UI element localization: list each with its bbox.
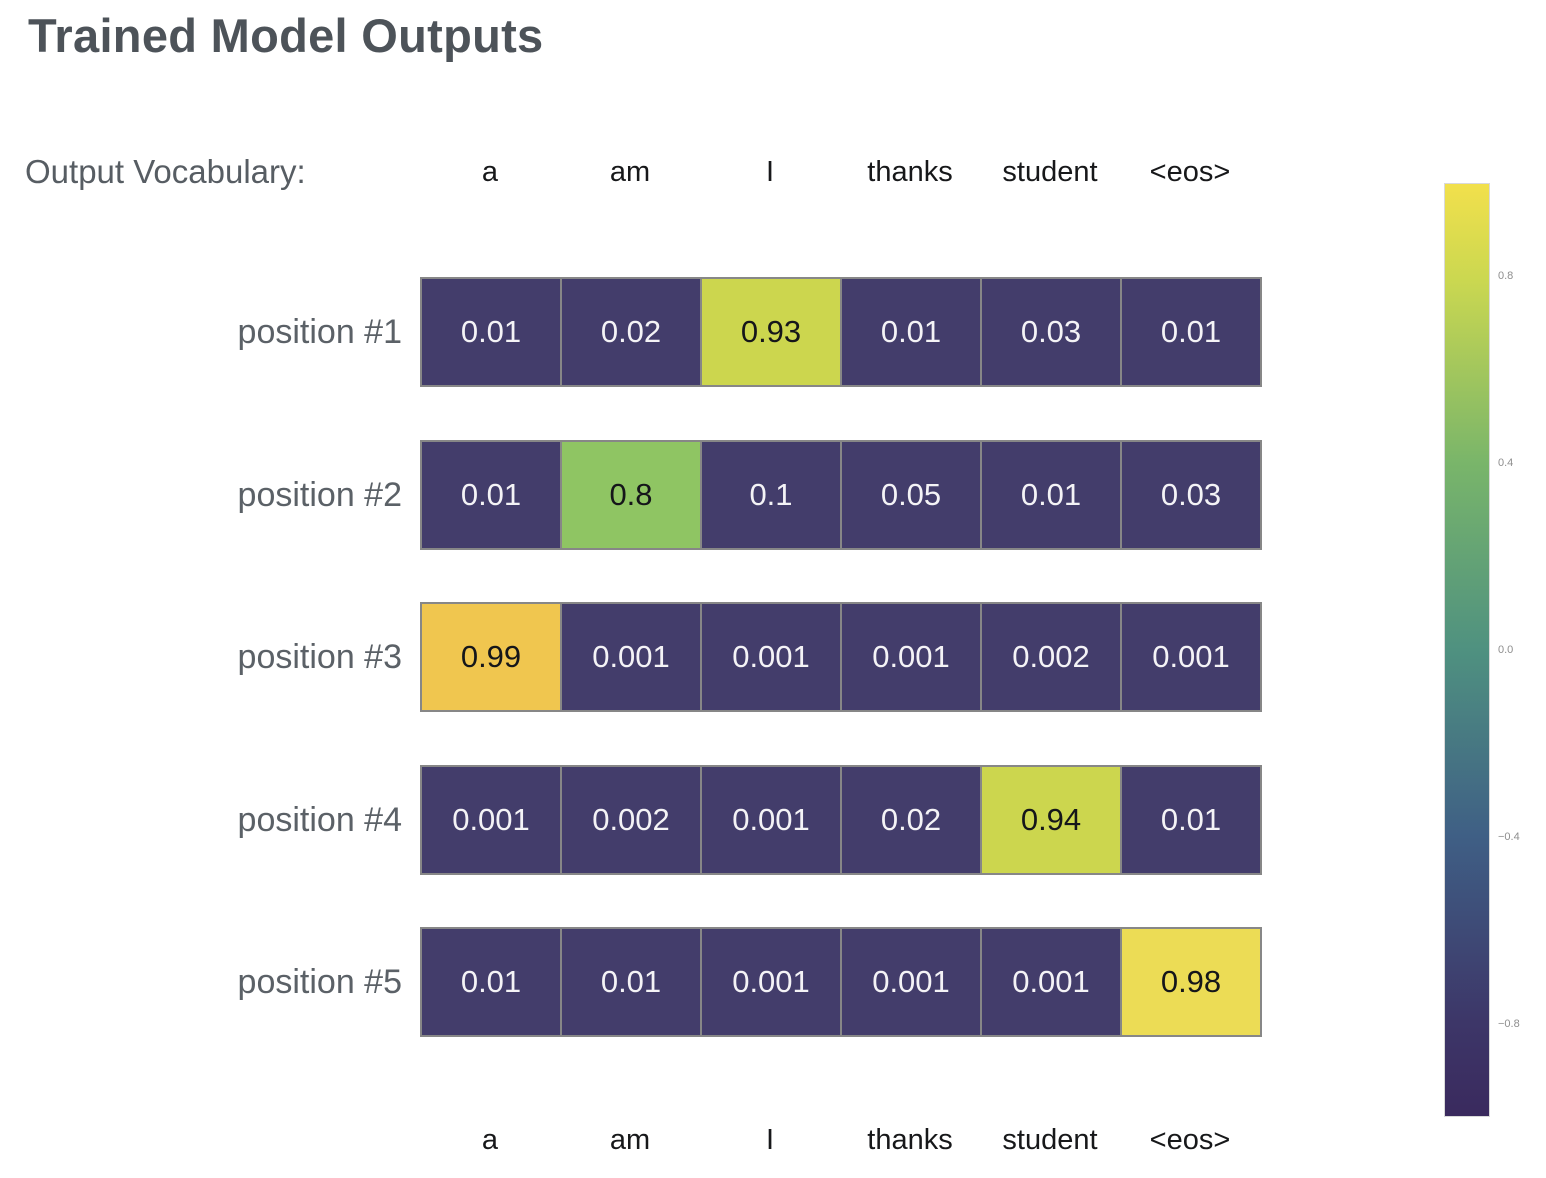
bottom-axis-label: I [765,1124,775,1156]
heatmap-cell: 0.002 [980,604,1120,710]
colorbar-tick-label: 0.4 [1498,457,1514,469]
heatmap-cell: 0.01 [980,442,1120,548]
bottom-axis-label: a [481,1124,499,1156]
cell-value: 0.99 [460,639,522,674]
cell-value: 0.02 [600,314,662,349]
heatmap-row: 0.99 0.001 0.001 0.001 0.002 0.001 [420,602,1262,712]
heatmap-cell: 0.01 [840,279,980,385]
bottom-axis-label: <eos> [1149,1124,1231,1156]
cell-value: 0.001 [1152,639,1230,674]
bottom-axis-label: am [609,1124,651,1156]
heatmap-cell: 0.03 [1120,442,1260,548]
colorbar-tick-label: −0.4 [1498,831,1520,843]
heatmap-cell: 0.93 [700,279,840,385]
cell-value: 0.01 [1020,477,1082,512]
row-label: position #3 [237,638,402,676]
heatmap-cell: 0.03 [980,279,1120,385]
heatmap-cell: 0.001 [560,604,700,710]
column-header-label: am [609,156,651,188]
cell-value: 0.05 [880,477,942,512]
cell-value: 0.01 [460,477,522,512]
heatmap-cell: 0.01 [422,929,560,1035]
column-header-label: student [1002,156,1098,188]
heatmap-cell: 0.01 [560,929,700,1035]
heatmap-cell: 0.001 [1120,604,1260,710]
cell-value: 0.001 [452,802,530,837]
heatmap-row: 0.001 0.002 0.001 0.02 0.94 0.01 [420,765,1262,875]
heatmap-cell: 0.001 [700,929,840,1035]
heatmap-cell: 0.98 [1120,929,1260,1035]
heatmap-row: 0.01 0.02 0.93 0.01 0.03 0.01 [420,277,1262,387]
colorbar-gradient [1444,183,1490,1117]
column-header-label: <eos> [1149,156,1231,188]
heatmap-cell: 0.01 [422,279,560,385]
cell-value: 0.1 [749,477,793,512]
cell-value: 0.001 [732,639,810,674]
colorbar-tick-label: 0.8 [1498,270,1514,282]
cell-value: 0.01 [600,964,662,999]
chart-title: Trained Model Outputs [28,9,544,62]
cell-value: 0.001 [732,802,810,837]
heatmap-cell: 0.01 [422,442,560,548]
cell-value: 0.98 [1160,964,1222,999]
cell-value: 0.01 [1160,802,1222,837]
cell-value: 0.03 [1160,477,1222,512]
cell-value: 0.001 [592,639,670,674]
cell-value: 0.94 [1020,802,1082,837]
heatmap-row: 0.01 0.8 0.1 0.05 0.01 0.03 [420,440,1262,550]
cell-value: 0.93 [740,314,802,349]
heatmap-cell: 0.001 [422,767,560,873]
colorbar: 0.8 0.4 0.0 −0.4 −0.8 [1444,183,1520,1117]
cell-value: 0.02 [880,802,942,837]
row-label: position #4 [237,801,402,839]
column-header-label: thanks [867,156,953,188]
heatmap-cell: 0.1 [700,442,840,548]
cell-value: 0.01 [460,964,522,999]
cell-value: 0.8 [609,477,653,512]
bottom-axis-label: student [1002,1124,1098,1156]
heatmap-cell: 0.02 [840,767,980,873]
row-label: position #1 [237,313,402,351]
row-label: position #5 [237,963,402,1001]
cell-value: 0.01 [1160,314,1222,349]
cell-value: 0.002 [592,802,670,837]
column-header-label: I [765,156,775,188]
heatmap-row: 0.01 0.01 0.001 0.001 0.001 0.98 [420,927,1262,1037]
vocab-label: Output Vocabulary: [25,153,306,190]
heatmap-cell: 0.05 [840,442,980,548]
heatmap-cell: 0.001 [700,767,840,873]
cell-value: 0.01 [880,314,942,349]
cell-value: 0.001 [732,964,810,999]
heatmap-cell: 0.02 [560,279,700,385]
cell-value: 0.001 [1012,964,1090,999]
heatmap-cell: 0.002 [560,767,700,873]
heatmap-cell: 0.001 [840,929,980,1035]
bottom-axis-label: thanks [867,1124,953,1156]
heatmap-cell: 0.001 [700,604,840,710]
heatmap-cell: 0.99 [422,604,560,710]
cell-value: 0.001 [872,964,950,999]
cell-value: 0.002 [1012,639,1090,674]
colorbar-tick-label: 0.0 [1498,644,1514,656]
row-label: position #2 [237,476,402,514]
heatmap-cell: 0.001 [980,929,1120,1035]
cell-value: 0.03 [1020,314,1082,349]
heatmap-cell: 0.8 [560,442,700,548]
cell-value: 0.001 [872,639,950,674]
heatmap-cell: 0.001 [840,604,980,710]
heatmap-cell: 0.94 [980,767,1120,873]
heatmap-cell: 0.01 [1120,279,1260,385]
column-header-label: a [481,156,499,188]
cell-value: 0.01 [460,314,522,349]
colorbar-tick-label: −0.8 [1498,1018,1520,1030]
heatmap-cell: 0.01 [1120,767,1260,873]
